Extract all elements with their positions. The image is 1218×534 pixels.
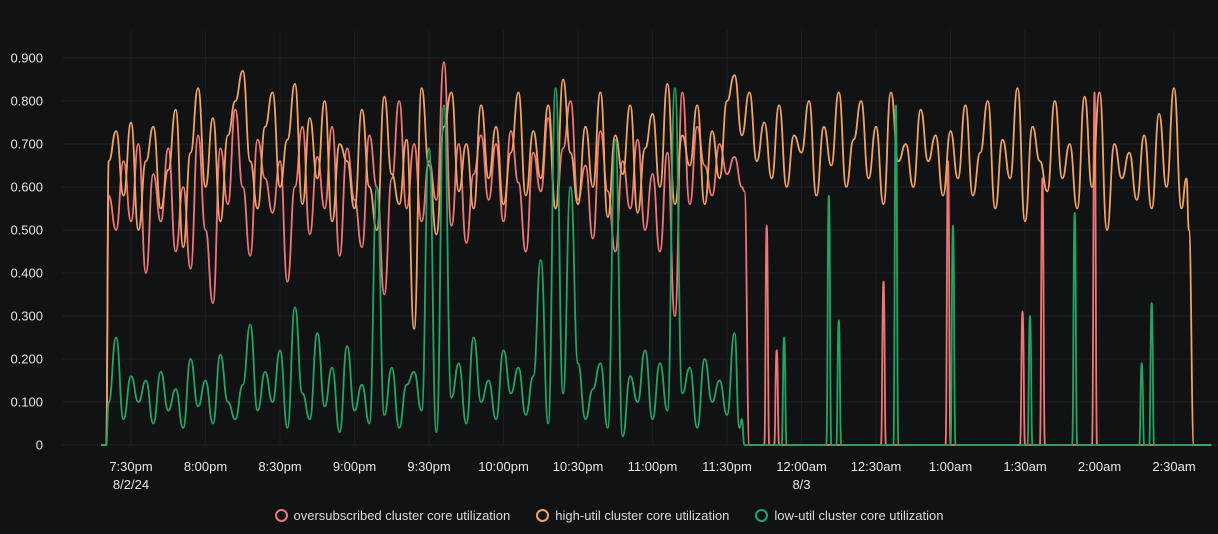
x-tick-label: 10:30pm [553, 459, 604, 474]
y-tick-label: 0.100 [10, 395, 43, 410]
x-tick-label: 12:30am [851, 459, 902, 474]
x-tick-date-label: 8/3 [792, 477, 810, 492]
legend-item-low-util[interactable]: low-util cluster core utilization [755, 508, 944, 523]
x-tick-label: 9:30pm [407, 459, 450, 474]
x-tick-label: 12:00am [776, 459, 827, 474]
y-tick-label: 0.200 [10, 352, 43, 367]
y-tick-label: 0.800 [10, 94, 43, 109]
y-tick-label: 0.900 [10, 51, 43, 66]
legend-marker-icon [274, 509, 288, 522]
x-tick-label: 9:00pm [333, 459, 376, 474]
legend-marker-icon [536, 509, 550, 522]
y-tick-label: 0.600 [10, 180, 43, 195]
x-axis: 7:30pm 8/2/24 8:00pm 8:30pm 9:00pm 9:30pm 10:0… [109, 459, 1195, 492]
x-tick-label: 1:00am [929, 459, 972, 474]
x-tick-label: 7:30pm [109, 459, 152, 474]
y-tick-label: 0.400 [10, 266, 43, 281]
y-axis: 0 0.100 0.200 0.300 0.400 0.500 0.600 0.700 0.80… [10, 51, 43, 453]
x-tick-label: 1:30am [1003, 459, 1046, 474]
y-tick-label: 0.300 [10, 309, 43, 324]
legend-item-high-util[interactable]: high-util cluster core utilization [536, 508, 729, 523]
legend-marker-icon [755, 509, 769, 522]
legend: oversubscribed cluster core utilization h… [0, 508, 1218, 523]
legend-label: low-util cluster core utilization [774, 508, 944, 523]
x-tick-label: 10:00pm [478, 459, 529, 474]
series-line-low-util [101, 87, 1212, 446]
x-tick-label: 8:00pm [184, 459, 227, 474]
x-tick-label: 2:30am [1152, 459, 1195, 474]
legend-item-oversubscribed[interactable]: oversubscribed cluster core utilization [274, 508, 511, 523]
grid-lines [62, 30, 1218, 446]
x-tick-label: 11:30pm [702, 459, 752, 474]
legend-label: oversubscribed cluster core utilization [293, 508, 511, 523]
x-tick-label: 8:30pm [258, 459, 301, 474]
y-tick-label: 0 [36, 438, 43, 453]
series-line-high-util [101, 70, 1212, 446]
x-tick-date-label: 8/2/24 [113, 477, 149, 492]
y-tick-label: 0.500 [10, 223, 43, 238]
y-tick-label: 0.700 [10, 137, 43, 152]
series-lines [101, 61, 1212, 446]
x-tick-label: 2:00am [1078, 459, 1121, 474]
x-tick-label: 11:00pm [628, 459, 678, 474]
legend-label: high-util cluster core utilization [555, 508, 730, 523]
